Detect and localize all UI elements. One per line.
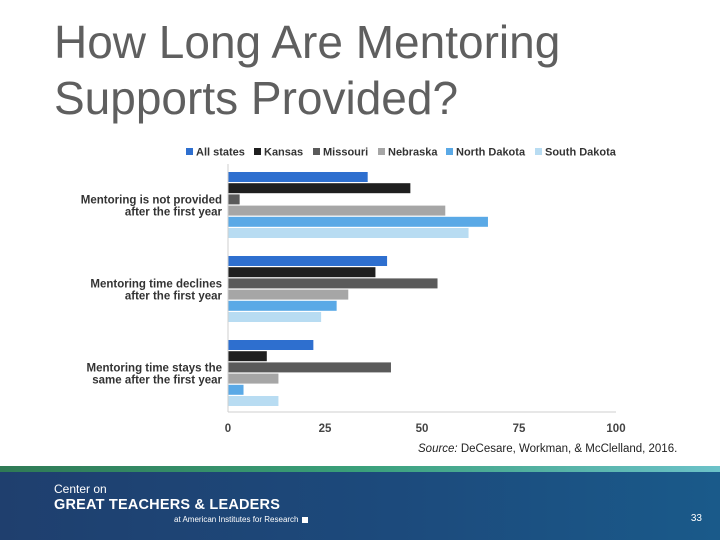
legend-label: North Dakota	[456, 147, 526, 159]
footer-band	[0, 466, 720, 540]
category-label: after the first year	[125, 291, 223, 303]
bar	[228, 396, 279, 406]
legend-swatch	[313, 148, 320, 155]
organization-logo: Center on GREAT TEACHERS & LEADERS at Am…	[54, 482, 308, 526]
legend-swatch	[446, 148, 453, 155]
bar	[228, 267, 376, 278]
x-tick-label: 0	[225, 423, 231, 435]
legend-label: South Dakota	[545, 147, 617, 159]
x-tick-label: 50	[416, 423, 429, 435]
logo-square-icon	[301, 516, 308, 523]
bar-chart: All states Kansas Missouri Nebraska North Da…	[81, 147, 626, 436]
bar	[228, 228, 469, 238]
bar	[228, 194, 240, 205]
category-label: Mentoring time declines	[90, 279, 222, 291]
logo-line-3: at American Institutes for Research	[174, 514, 308, 526]
bar	[228, 216, 488, 227]
legend-label: All states	[196, 147, 245, 159]
legend-swatch	[378, 148, 385, 155]
page-number: 33	[690, 513, 702, 524]
category-label: same after the first year	[92, 375, 222, 387]
bar	[228, 340, 314, 350]
category-label: after the first year	[125, 207, 223, 219]
bar	[228, 351, 267, 362]
source-label: Source:	[418, 443, 458, 455]
x-tick-label: 25	[319, 423, 332, 435]
slide-title: How Long Are Mentoring Supports Provided…	[54, 14, 694, 126]
category-label: Mentoring time stays the	[87, 363, 222, 375]
bar	[228, 384, 244, 395]
category-label: Mentoring is not provided	[81, 195, 222, 207]
footer-stripe	[0, 466, 720, 472]
bar	[228, 205, 446, 216]
logo-line-3-text: at American Institutes for Research	[174, 515, 299, 524]
bar	[228, 172, 368, 182]
source-text: DeCesare, Workman, & McClelland, 2016.	[457, 443, 678, 455]
slide-title-line-1: How Long Are Mentoring	[54, 16, 561, 68]
bar	[228, 183, 411, 194]
bar	[228, 256, 388, 266]
legend-swatch	[254, 148, 261, 155]
bar	[228, 278, 438, 289]
slide-title-line-2: Supports Provided?	[54, 72, 459, 124]
logo-line-2: GREAT TEACHERS & LEADERS	[54, 497, 281, 513]
bar	[228, 373, 279, 384]
bar	[228, 289, 349, 300]
legend-label: Nebraska	[388, 147, 438, 159]
logo-line-1: Center on	[54, 482, 107, 496]
bar	[228, 362, 391, 373]
bar	[228, 300, 337, 311]
legend-label: Missouri	[323, 147, 368, 159]
legend-swatch	[186, 148, 193, 155]
x-tick-label: 75	[513, 423, 526, 435]
legend-swatch	[535, 148, 542, 155]
legend-label: Kansas	[264, 147, 303, 159]
x-tick-label: 100	[606, 423, 625, 435]
source-citation: Source: DeCesare, Workman, & McClelland,…	[418, 443, 677, 455]
bar	[228, 312, 322, 322]
